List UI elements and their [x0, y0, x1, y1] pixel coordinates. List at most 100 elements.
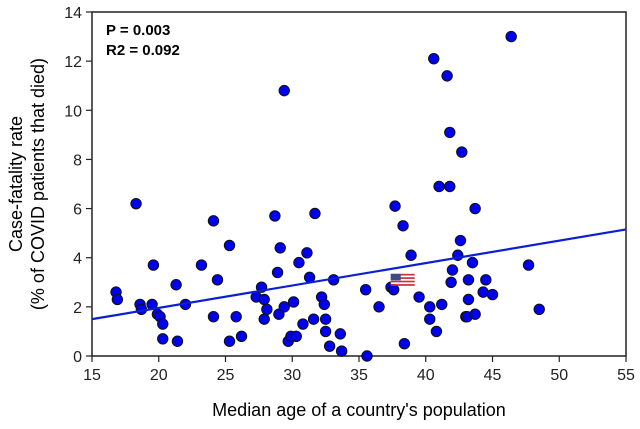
- x-tick-label: 35: [350, 367, 368, 384]
- data-point: [433, 180, 445, 193]
- x-tick-label: 25: [217, 367, 235, 384]
- regression-line: [91, 228, 627, 321]
- data-point: [445, 276, 457, 288]
- x-tick-label: 50: [550, 367, 568, 384]
- data-point: [271, 266, 284, 279]
- x-tick-label: 40: [417, 367, 435, 384]
- y-tick-label: 12: [64, 54, 82, 71]
- data-point: [424, 313, 436, 325]
- x-tick-label: 30: [283, 367, 301, 384]
- data-point: [309, 207, 321, 220]
- data-point: [405, 249, 417, 261]
- y-tick-label: 14: [64, 5, 82, 22]
- data-point: [505, 30, 517, 43]
- x-tick-label: 20: [150, 367, 168, 384]
- data-point: [462, 274, 475, 286]
- data-point: [456, 146, 468, 158]
- data-point: [436, 298, 448, 311]
- flag-stripe: [390, 284, 415, 286]
- data-point: [269, 210, 281, 222]
- data-point: [297, 318, 309, 330]
- data-point: [171, 335, 184, 347]
- data-point: [290, 330, 302, 343]
- flag-stripe: [390, 282, 415, 285]
- data-point: [444, 180, 456, 193]
- data-point: [522, 259, 535, 271]
- data-point: [466, 256, 479, 269]
- x-axis-label: Median age of a country's population: [212, 400, 506, 420]
- data-point: [278, 84, 290, 97]
- plot-frame: [91, 11, 627, 357]
- data-points: [110, 30, 545, 362]
- data-point: [335, 345, 348, 357]
- axes: 15 20 25 30 35 40 45 50 55 0 2 4 6 8 10 12 14: [64, 5, 635, 384]
- y-tick-label: 6: [73, 202, 82, 219]
- data-point: [373, 301, 385, 313]
- data-point: [278, 301, 290, 313]
- data-point: [533, 303, 545, 316]
- data-point: [323, 340, 336, 352]
- data-point: [441, 70, 453, 82]
- data-point: [397, 220, 409, 232]
- y-axis-label-line2: (% of COVID patients that died): [28, 58, 48, 310]
- data-point: [235, 330, 248, 343]
- data-point: [207, 310, 220, 323]
- r2-annotation: R2 = 0.092: [106, 42, 180, 59]
- data-point: [446, 264, 459, 276]
- data-point: [274, 242, 286, 254]
- data-point: [334, 328, 347, 340]
- y-tick-label: 4: [73, 251, 82, 268]
- x-tick-label: 45: [484, 367, 502, 384]
- data-point: [469, 202, 481, 215]
- data-point: [293, 256, 305, 269]
- data-point: [462, 293, 475, 306]
- data-point: [211, 274, 224, 286]
- data-point: [428, 52, 440, 65]
- data-point: [388, 283, 400, 296]
- data-point: [480, 274, 492, 286]
- flag-stripe: [390, 273, 415, 276]
- y-tick-label: 10: [64, 103, 82, 120]
- data-point: [223, 335, 236, 347]
- data-point: [258, 293, 270, 306]
- data-point: [258, 313, 270, 325]
- y-tick-label: 0: [73, 349, 82, 366]
- p-value-annotation: P = 0.003: [106, 22, 170, 39]
- data-point: [469, 308, 481, 320]
- y-tick-label: 8: [73, 152, 82, 169]
- data-point: [195, 259, 208, 271]
- data-point: [307, 313, 320, 325]
- flag-stripe: [390, 280, 415, 283]
- data-point: [207, 215, 220, 227]
- data-point: [430, 325, 443, 338]
- data-point: [318, 298, 330, 311]
- data-point: [398, 338, 411, 350]
- data-point: [486, 288, 499, 301]
- flag-stripe: [390, 278, 415, 281]
- data-point: [413, 291, 425, 303]
- data-point: [287, 296, 300, 308]
- data-point: [147, 259, 160, 271]
- data-point: [319, 325, 332, 338]
- data-point: [223, 239, 236, 252]
- us-flag-icon: [390, 273, 415, 286]
- data-point: [230, 310, 242, 323]
- data-point: [361, 350, 373, 362]
- data-point: [157, 318, 169, 330]
- flag-stripe: [390, 275, 415, 278]
- data-point: [477, 286, 489, 298]
- data-point: [424, 301, 436, 313]
- x-tick-label: 55: [617, 367, 635, 384]
- data-point: [389, 200, 401, 212]
- data-point: [319, 313, 332, 325]
- data-point: [444, 126, 456, 139]
- y-tick-label: 2: [73, 300, 82, 317]
- y-axis-label-line1: Case-fatality rate: [6, 116, 26, 252]
- data-point: [454, 234, 467, 247]
- x-tick-label: 15: [83, 367, 101, 384]
- flag-canton: [390, 273, 401, 281]
- data-point: [170, 279, 182, 291]
- data-point: [301, 247, 313, 259]
- flag-stripe: [390, 277, 415, 279]
